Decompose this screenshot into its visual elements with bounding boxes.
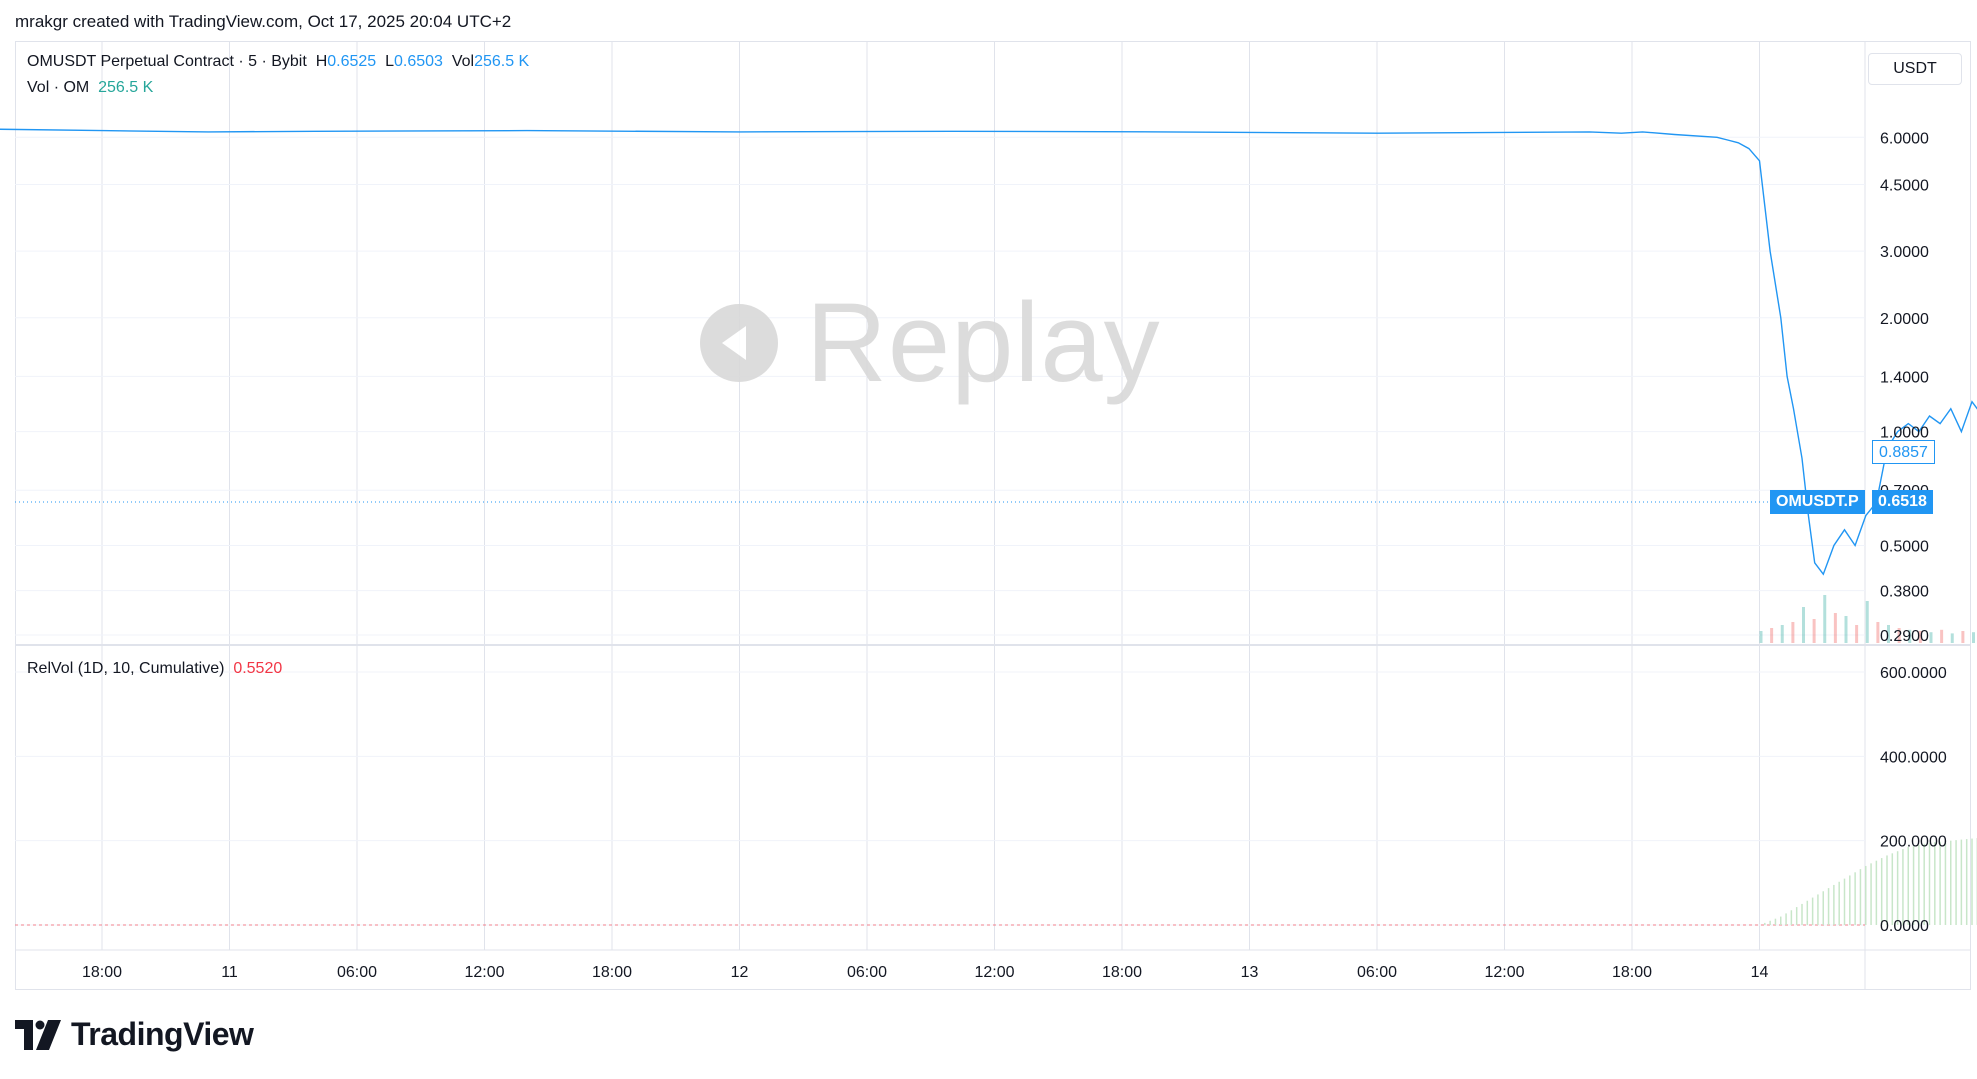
volume-bar: [1770, 628, 1774, 643]
volume-bar: [1940, 629, 1944, 643]
relvol-label[interactable]: RelVol (1D, 10, Cumulative): [27, 660, 225, 677]
volume-bar: [1929, 632, 1933, 643]
volume-bar: [1961, 631, 1965, 643]
relvol-tick-label: 0.0000: [1880, 918, 1929, 935]
volume-bar: [1950, 633, 1954, 643]
time-tick-label: 18:00: [592, 964, 632, 981]
time-tick-label: 18:00: [1612, 964, 1652, 981]
main-legend[interactable]: OMUSDT Perpetual Contract · 5 · Bybit H0…: [27, 53, 529, 71]
chart-frame: [15, 41, 1971, 990]
relvol-tick-label: 400.0000: [1880, 749, 1947, 766]
vol-series-label[interactable]: Vol · OM: [27, 79, 90, 96]
volume-legend[interactable]: Vol · OM 256.5 K: [27, 79, 153, 97]
price-tick-label: 0.2900: [1880, 628, 1929, 645]
time-tick-label: 12:00: [464, 964, 504, 981]
symbol-title[interactable]: OMUSDT Perpetual Contract · 5 · Bybit: [27, 53, 307, 70]
price-series-line: [0, 128, 1977, 576]
relvol-axis-ticks: 600.0000 400.0000 200.0000 0.0000: [1880, 665, 1947, 935]
volume-bar: [1844, 616, 1848, 643]
relvol-bars: [1764, 838, 1977, 925]
volume-bar: [1908, 629, 1912, 643]
volume-bars: [1759, 595, 1975, 643]
volume-bar: [1812, 619, 1816, 643]
time-tick-label: 12:00: [974, 964, 1014, 981]
vol-value: 256.5 K: [474, 53, 530, 70]
time-tick-label: 18:00: [1102, 964, 1142, 981]
last-price-tag: 0.6518: [1872, 489, 1933, 514]
price-tick-label: 1.0000: [1880, 425, 1929, 442]
relvol-tick-label: 200.0000: [1880, 834, 1947, 851]
price-line: [0, 128, 1977, 576]
volume-bar: [1759, 631, 1763, 643]
time-tick-label: 06:00: [337, 964, 377, 981]
volume-bar: [1780, 625, 1784, 643]
replay-text: Replay: [806, 280, 1161, 405]
price-tick-label: 0.5000: [1880, 539, 1929, 556]
symbol-price-label: OMUSDT.P: [1770, 489, 1865, 514]
volume-bar: [1897, 628, 1901, 643]
volume-bar: [1823, 595, 1827, 643]
time-axis-ticks: 18:00 11 06:00 12:00 18:00 12 06:00 12:00 18:00 1…: [82, 964, 1769, 981]
time-tick-label: 06:00: [847, 964, 887, 981]
volume-bar: [1972, 632, 1975, 643]
time-tick-label: 06:00: [1357, 964, 1397, 981]
reference-price-tag: 0.8857: [1872, 439, 1935, 464]
volume-bar: [1802, 607, 1805, 643]
volume-bar: [1876, 622, 1880, 643]
grid-lines: [15, 42, 1970, 990]
volume-bar: [1865, 601, 1869, 643]
replay-icon: [700, 303, 778, 382]
low-label: L: [385, 53, 394, 70]
time-tick-label: 13: [1241, 964, 1259, 981]
time-tick-label: 18:00: [82, 964, 122, 981]
tradingview-wordmark: TradingView: [71, 1016, 254, 1052]
time-tick-label: 12: [731, 964, 749, 981]
currency-button[interactable]: USDT: [1868, 53, 1962, 85]
vol-label: Vol: [451, 53, 475, 70]
volume-bar: [1833, 613, 1837, 643]
price-tick-label: 3.0000: [1880, 244, 1929, 261]
high-label: H: [315, 53, 328, 70]
volume-bar: [1855, 625, 1859, 643]
price-tick-label: 2.0000: [1880, 311, 1929, 328]
replay-watermark: Replay: [700, 278, 1161, 407]
volume-bar: [1918, 631, 1922, 643]
time-tick-label: 11: [221, 964, 238, 981]
volume-bar: [1887, 625, 1890, 643]
price-tick-label: 4.5000: [1880, 178, 1929, 195]
tradingview-mark-icon: [15, 1019, 61, 1050]
credit-line: mrakgr created with TradingView.com, Oct…: [15, 12, 512, 31]
low-value: 0.6503: [393, 53, 443, 70]
price-tick-label: 1.4000: [1880, 369, 1929, 386]
tradingview-logo[interactable]: TradingView: [15, 1016, 254, 1053]
relvol-tick-label: 600.0000: [1880, 665, 1947, 682]
high-value: 0.6525: [327, 53, 377, 70]
vol-series-value: 256.5 K: [98, 79, 154, 96]
relvol-value: 0.5520: [233, 660, 283, 677]
time-tick-label: 14: [1751, 964, 1769, 981]
relvol-legend[interactable]: RelVol (1D, 10, Cumulative) 0.5520: [27, 660, 282, 678]
time-tick-label: 12:00: [1484, 964, 1524, 981]
price-tick-label: 6.0000: [1880, 130, 1929, 147]
price-axis-ticks: 6.00004.50003.00002.00001.40001.00000.70…: [1880, 130, 1929, 645]
volume-bar: [1791, 622, 1795, 643]
price-tick-label: 0.3800: [1880, 584, 1929, 601]
